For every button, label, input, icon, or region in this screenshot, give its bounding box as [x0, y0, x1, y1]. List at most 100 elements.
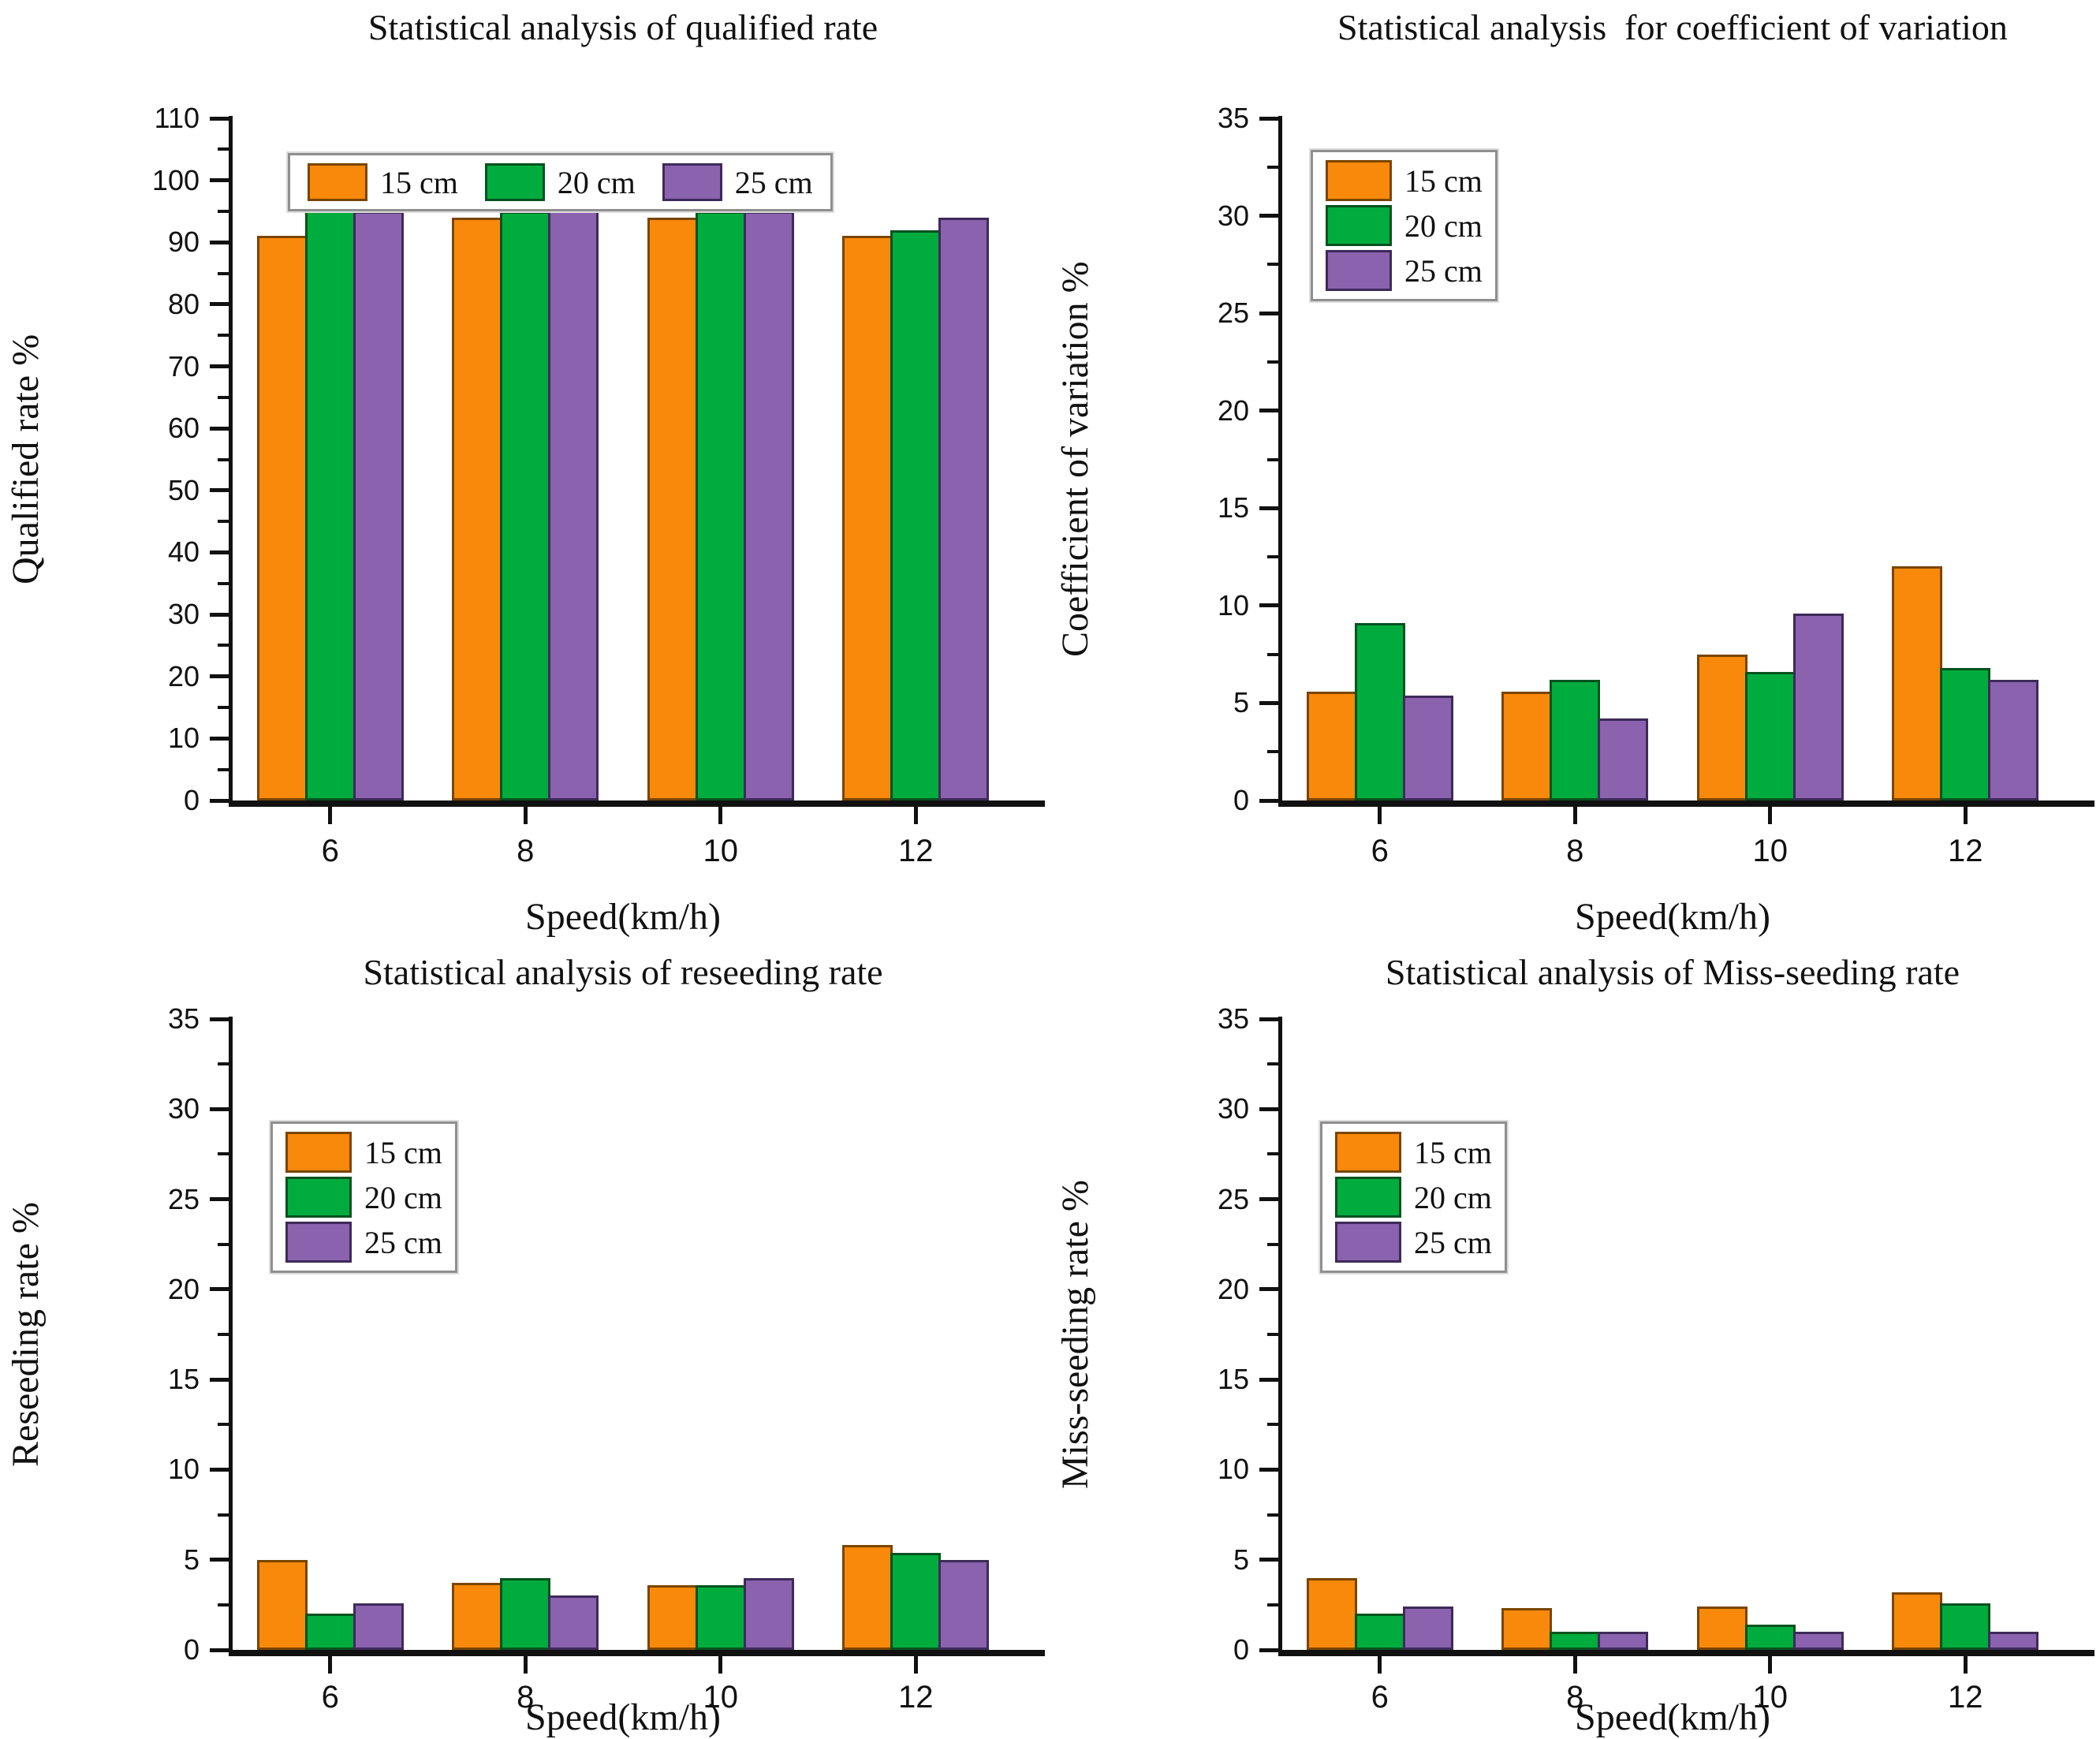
- legend-swatch-15cm: [1326, 160, 1392, 201]
- y-major-tick: [1259, 1467, 1278, 1472]
- y-major-tick: [210, 1558, 229, 1562]
- y-minor-tick: [218, 147, 229, 151]
- y-tick-label: 80: [167, 287, 200, 320]
- x-axis-label: Speed(km/h): [525, 1696, 721, 1738]
- bar-15cm-speed-8: [1501, 1608, 1553, 1650]
- bar-group-speed-10: [647, 211, 794, 800]
- x-tick-label: 6: [321, 834, 339, 868]
- legend-swatch-20cm: [1326, 205, 1392, 246]
- plot-area: 0 5 10 15 20 25 30 35 6 8 10 12 15 cm 20 cm 25 cm: [1218, 1003, 2094, 1715]
- bar-group-speed-12: [842, 1545, 990, 1650]
- y-major-tick: [210, 240, 229, 244]
- y-major-tick: [210, 550, 229, 554]
- y-tick-label: 35: [1217, 1002, 1249, 1035]
- y-major-tick: [210, 178, 229, 183]
- bar-15cm-speed-6: [256, 236, 308, 800]
- bar-25cm-speed-10: [1792, 613, 1844, 800]
- y-axis-line: [229, 1017, 233, 1650]
- legend: 15 cm 20 cm 25 cm: [1319, 1120, 1509, 1274]
- x-major-tick: [523, 807, 528, 824]
- y-axis-line: [1278, 116, 1282, 800]
- bar-group-speed-8: [452, 1577, 599, 1650]
- legend-label: 25 cm: [1414, 1224, 1492, 1260]
- bar-25cm-speed-8: [1598, 1632, 1649, 1650]
- y-minor-tick: [1267, 1333, 1278, 1336]
- y-tick-label: 10: [1217, 1453, 1249, 1486]
- bar-25cm-speed-10: [743, 211, 794, 800]
- y-tick-label: 15: [1217, 491, 1249, 524]
- bar-group-speed-6: [1306, 623, 1453, 800]
- y-major-tick: [1259, 1106, 1278, 1111]
- y-tick-label: 10: [167, 1453, 200, 1486]
- bar-20cm-speed-10: [1744, 671, 1796, 800]
- y-tick-label: 5: [1233, 686, 1249, 719]
- y-minor-tick: [1267, 1603, 1278, 1607]
- bar-15cm-speed-10: [1696, 654, 1748, 800]
- legend-label: 20 cm: [1404, 207, 1483, 244]
- y-major-tick: [1259, 1017, 1278, 1021]
- legend-entry-20cm: 20 cm: [1335, 1177, 1492, 1218]
- y-major-tick: [210, 1467, 229, 1472]
- y-tick-label: 20: [1217, 394, 1249, 427]
- y-tick-label: 20: [167, 1272, 200, 1305]
- legend-entry-15cm: 15 cm: [285, 1132, 442, 1173]
- y-minor-tick: [1267, 165, 1278, 169]
- bar-25cm-speed-6: [1402, 695, 1453, 800]
- y-minor-tick: [218, 644, 229, 647]
- x-tick-label: 10: [1752, 834, 1789, 868]
- y-axis-label: Miss-seeding rate %: [1054, 1180, 1096, 1489]
- chart-panel-reseeding-rate: Statistical analysis of reseeding rate R…: [0, 931, 1050, 1738]
- bar-15cm-speed-6: [1306, 691, 1357, 800]
- bar-20cm-speed-10: [695, 211, 746, 800]
- x-tick-label: 8: [517, 834, 535, 868]
- x-axis-label: Speed(km/h): [1575, 1696, 1770, 1738]
- y-major-tick: [1259, 1558, 1278, 1562]
- bar-group-speed-10: [647, 1577, 794, 1650]
- chart-title: Statistical analysis of Miss-seeding rat…: [1385, 952, 1960, 992]
- y-minor-tick: [218, 1152, 229, 1156]
- x-tick-label: 8: [1566, 1680, 1584, 1715]
- y-major-tick: [210, 1287, 229, 1292]
- legend-swatch-15cm: [1335, 1132, 1401, 1173]
- x-major-tick: [913, 807, 918, 824]
- y-tick-label: 70: [167, 349, 200, 383]
- y-tick-label: 25: [1217, 1182, 1249, 1215]
- x-major-tick: [328, 1656, 333, 1674]
- bar-15cm-speed-12: [1892, 566, 1943, 800]
- bar-25cm-speed-8: [548, 1595, 599, 1650]
- legend-label: 20 cm: [364, 1179, 442, 1215]
- y-major-tick: [1259, 506, 1278, 510]
- y-major-tick: [210, 674, 229, 679]
- legend-label: 15 cm: [380, 164, 458, 200]
- bar-25cm-speed-6: [1402, 1607, 1453, 1650]
- bar-15cm-speed-10: [647, 1584, 698, 1650]
- x-major-tick: [1572, 807, 1577, 824]
- bar-25cm-speed-12: [1988, 1632, 2039, 1650]
- y-major-tick: [1259, 798, 1278, 803]
- legend-entry-15cm: 15 cm: [1335, 1132, 1492, 1173]
- x-major-tick: [1963, 807, 1968, 824]
- legend: 15 cm 20 cm 25 cm: [1309, 148, 1499, 303]
- y-tick-label: 35: [1217, 102, 1249, 134]
- bar-25cm-speed-10: [1792, 1632, 1844, 1650]
- y-major-tick: [210, 364, 229, 369]
- y-major-tick: [210, 1017, 229, 1021]
- legend-entry-25cm: 25 cm: [285, 1222, 442, 1263]
- y-tick-label: 25: [1217, 297, 1249, 330]
- bar-15cm-speed-6: [1306, 1577, 1357, 1650]
- plot-area: 0 10 20 30 40 50 60 70 80 90 100 110 6 8 10 12 15 cm 20 c…: [152, 103, 1045, 868]
- legend-swatch-20cm: [1335, 1177, 1401, 1218]
- y-minor-tick: [218, 581, 229, 585]
- y-minor-tick: [218, 1603, 229, 1607]
- y-major-tick: [1259, 409, 1278, 413]
- y-major-tick: [1259, 1377, 1278, 1382]
- bar-25cm-speed-10: [743, 1577, 794, 1650]
- bar-group-speed-8: [1501, 1608, 1649, 1650]
- y-tick-label: 30: [167, 598, 200, 631]
- y-major-tick: [1259, 311, 1278, 315]
- x-tick-label: 6: [1371, 1680, 1389, 1715]
- bar-20cm-speed-12: [1940, 667, 1991, 800]
- y-minor-tick: [218, 271, 229, 275]
- bar-15cm-speed-12: [842, 236, 893, 800]
